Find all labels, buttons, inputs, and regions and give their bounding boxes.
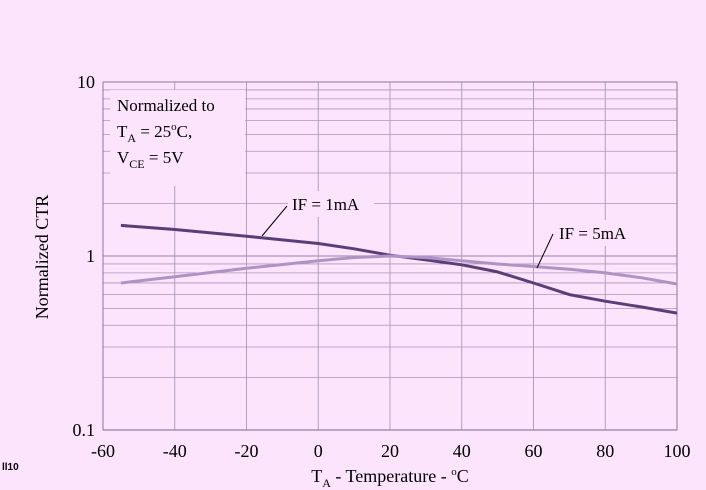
y-tick-label: 1	[86, 246, 95, 266]
x-tick-label: -40	[163, 441, 187, 461]
y-tick-label: 10	[77, 72, 95, 92]
series-labels: IF = 1mA IF = 5mA	[261, 191, 641, 269]
x-tick-label: 40	[453, 441, 471, 461]
series-line-1	[120, 254, 678, 286]
note-line-2: TA = 25oC,	[117, 121, 192, 145]
x-tick-label: 0	[314, 441, 323, 461]
series-label-if-1ma: IF = 1mA	[292, 195, 360, 214]
figure-label: ll10	[2, 462, 19, 473]
note-box	[110, 90, 245, 186]
y-axis-title: Normalized CTR	[32, 195, 52, 319]
note-line-1: Normalized to	[117, 96, 215, 115]
x-tick-label: 60	[525, 441, 543, 461]
x-tick-label: -60	[91, 441, 115, 461]
x-tick-label: 100	[664, 441, 691, 461]
y-tick-label: 0.1	[73, 420, 96, 440]
x-tick-label: 20	[381, 441, 399, 461]
plot-border	[102, 81, 678, 431]
x-axis-title: TA - Temperature - oC	[311, 466, 469, 490]
x-tick-label: -20	[235, 441, 259, 461]
series-label-leader-if-5ma	[536, 233, 554, 269]
note-line-3: VCE = 5V	[117, 148, 184, 171]
series-group	[120, 223, 678, 315]
tick-labels: -60 -40 -20 0 20 40 60 80 100 0.1 1 10	[73, 72, 691, 461]
series-label-leader-if-1ma	[261, 205, 288, 237]
series-line-0	[120, 223, 678, 315]
series-label-if-5ma: IF = 5mA	[559, 224, 627, 243]
x-tick-label: 80	[596, 441, 614, 461]
